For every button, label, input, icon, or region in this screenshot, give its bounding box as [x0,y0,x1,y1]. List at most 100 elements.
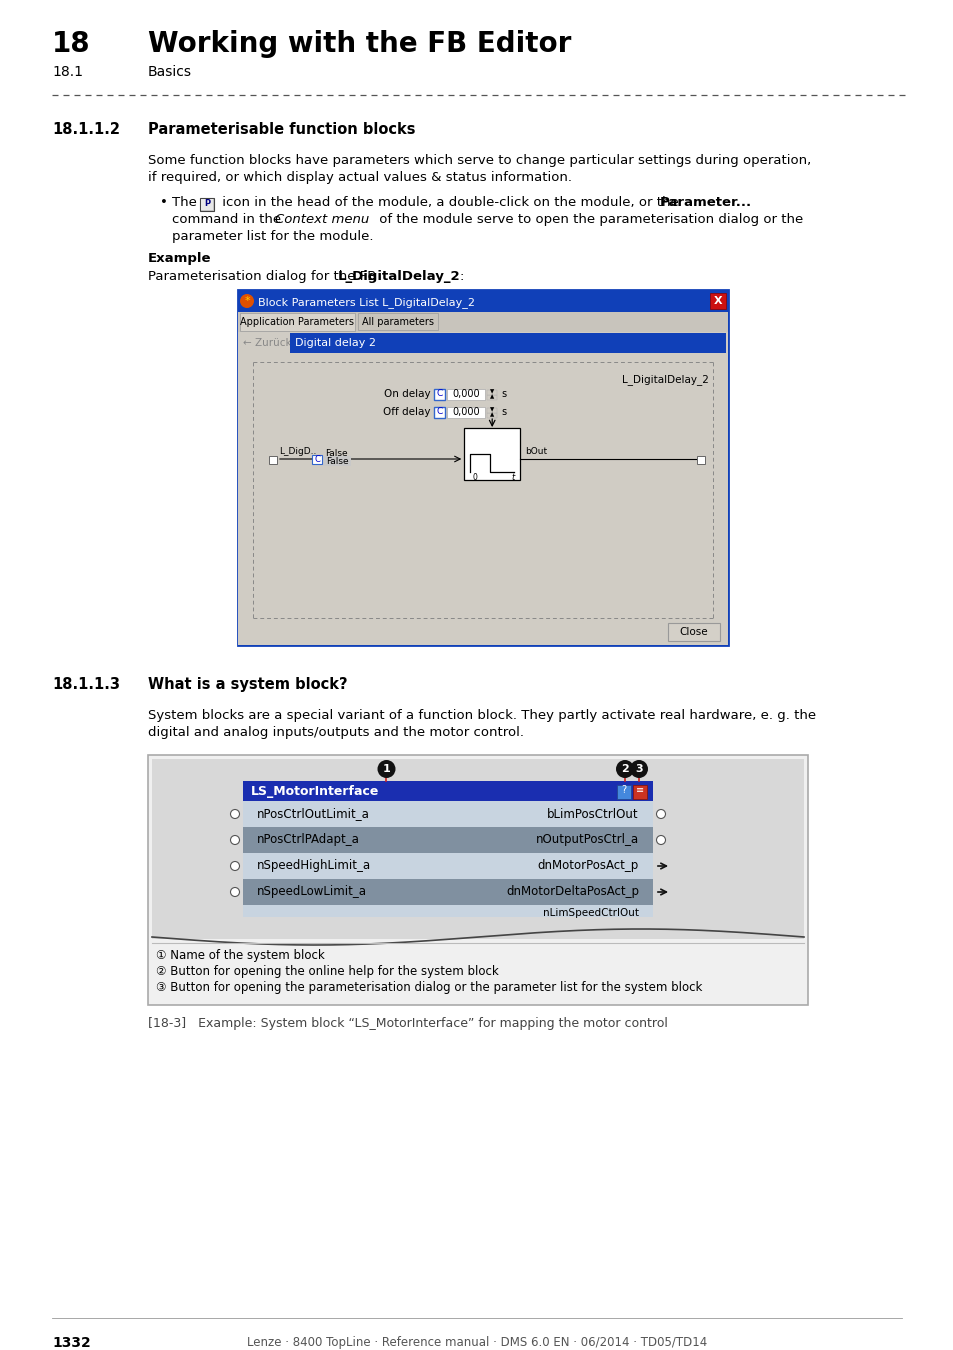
Text: 1: 1 [382,764,390,774]
FancyBboxPatch shape [447,389,485,400]
Text: 0: 0 [472,472,476,482]
Text: P: P [204,200,210,208]
Text: nSpeedLowLimit_a: nSpeedLowLimit_a [256,886,367,899]
Text: Parameterisable function blocks: Parameterisable function blocks [148,122,416,136]
FancyBboxPatch shape [243,904,652,917]
Text: LS_MotorInterface: LS_MotorInterface [251,784,379,798]
Text: X: X [713,296,721,306]
FancyBboxPatch shape [243,853,652,879]
Text: C: C [436,390,442,398]
Text: 3: 3 [635,764,642,774]
Text: t: t [511,472,514,482]
Circle shape [240,294,253,308]
FancyBboxPatch shape [237,290,727,312]
FancyBboxPatch shape [243,801,652,828]
Text: nPosCtrlPAdapt_a: nPosCtrlPAdapt_a [256,833,359,846]
FancyBboxPatch shape [237,290,727,645]
Text: The: The [172,196,201,209]
FancyBboxPatch shape [240,313,355,331]
Text: All parameters: All parameters [361,317,434,327]
FancyBboxPatch shape [617,784,630,799]
FancyBboxPatch shape [312,455,322,464]
Text: s: s [500,389,506,400]
Text: ① Name of the system block: ① Name of the system block [156,949,324,963]
Text: Context menu: Context menu [274,213,369,225]
Text: System blocks are a special variant of a function block. They partly activate re: System blocks are a special variant of a… [148,709,815,722]
Text: 18.1.1.3: 18.1.1.3 [52,676,120,693]
Text: Basics: Basics [148,65,192,80]
Text: C: C [314,455,319,463]
Text: ▼: ▼ [490,390,494,394]
Text: On delay: On delay [383,389,430,400]
Text: ≡: ≡ [636,784,643,795]
FancyBboxPatch shape [237,354,727,645]
FancyBboxPatch shape [487,413,497,418]
Text: icon in the head of the module, a double-click on the module, or the: icon in the head of the module, a double… [218,196,682,209]
Circle shape [656,836,665,845]
FancyBboxPatch shape [633,784,646,799]
FancyBboxPatch shape [667,622,720,641]
Text: •: • [160,196,168,209]
Text: ← Zurück: ← Zurück [243,338,292,348]
FancyBboxPatch shape [447,406,485,418]
Text: 18.1: 18.1 [52,65,83,80]
Text: C: C [436,408,442,417]
FancyBboxPatch shape [243,782,652,801]
Text: Some function blocks have parameters which serve to change particular settings d: Some function blocks have parameters whi… [148,154,810,167]
Text: L_DigD..: L_DigD.. [278,447,316,456]
Text: *: * [244,296,250,306]
FancyBboxPatch shape [487,408,497,413]
Circle shape [656,810,665,818]
FancyBboxPatch shape [243,828,652,853]
Text: ② Button for opening the online help for the system block: ② Button for opening the online help for… [156,965,498,977]
Text: What is a system block?: What is a system block? [148,676,347,693]
FancyBboxPatch shape [434,406,445,418]
FancyBboxPatch shape [148,755,807,1004]
Text: [18-3]   Example: System block “LS_MotorInterface” for mapping the motor control: [18-3] Example: System block “LS_MotorIn… [148,1017,667,1030]
FancyBboxPatch shape [269,456,276,464]
Text: 0,000: 0,000 [452,389,479,400]
Text: Block Parameters List L_DigitalDelay_2: Block Parameters List L_DigitalDelay_2 [257,297,475,308]
Text: 0,000: 0,000 [452,406,479,417]
Text: :: : [459,270,464,284]
Text: bLimPosCtrlOut: bLimPosCtrlOut [547,807,639,821]
Text: Parameterisation dialog for the FB: Parameterisation dialog for the FB [148,270,380,284]
Text: command in the: command in the [172,213,285,225]
Text: ③ Button for opening the parameterisation dialog or the parameter list for the s: ③ Button for opening the parameterisatio… [156,981,701,994]
FancyBboxPatch shape [697,456,704,464]
Text: nSpeedHighLimit_a: nSpeedHighLimit_a [256,860,371,872]
Text: ▲: ▲ [490,413,494,417]
FancyBboxPatch shape [434,389,445,400]
Text: bOut: bOut [525,447,547,456]
Text: False: False [325,456,348,466]
FancyBboxPatch shape [200,198,213,211]
Text: dnMotorDeltaPosAct_p: dnMotorDeltaPosAct_p [505,886,639,899]
Circle shape [231,836,239,845]
Circle shape [231,810,239,818]
Circle shape [231,861,239,871]
Text: nOutputPosCtrl_a: nOutputPosCtrl_a [536,833,639,846]
Text: dnMotorPosAct_p: dnMotorPosAct_p [537,860,639,872]
Text: L_DigitalDelay_2: L_DigitalDelay_2 [337,270,460,284]
Text: nLimSpeedCtrlOut: nLimSpeedCtrlOut [542,909,639,918]
Text: s: s [500,406,506,417]
Text: Digital delay 2: Digital delay 2 [294,338,375,348]
FancyBboxPatch shape [237,312,727,332]
Text: 1332: 1332 [52,1336,91,1350]
Text: 18.1.1.2: 18.1.1.2 [52,122,120,136]
FancyBboxPatch shape [243,879,652,904]
Text: parameter list for the module.: parameter list for the module. [172,230,374,243]
Text: digital and analog inputs/outputs and the motor control.: digital and analog inputs/outputs and th… [148,726,523,738]
Text: nPosCtrlOutLimit_a: nPosCtrlOutLimit_a [256,807,370,821]
Text: Off delay: Off delay [382,406,430,417]
Circle shape [231,887,239,896]
Text: Lenze · 8400 TopLine · Reference manual · DMS 6.0 EN · 06/2014 · TD05/TD14: Lenze · 8400 TopLine · Reference manual … [247,1336,706,1349]
Text: Example: Example [148,252,212,265]
FancyBboxPatch shape [152,759,803,940]
FancyBboxPatch shape [464,428,519,481]
FancyBboxPatch shape [709,293,725,309]
FancyBboxPatch shape [357,313,437,329]
Text: Working with the FB Editor: Working with the FB Editor [148,30,571,58]
Circle shape [377,760,395,778]
FancyBboxPatch shape [290,333,725,352]
